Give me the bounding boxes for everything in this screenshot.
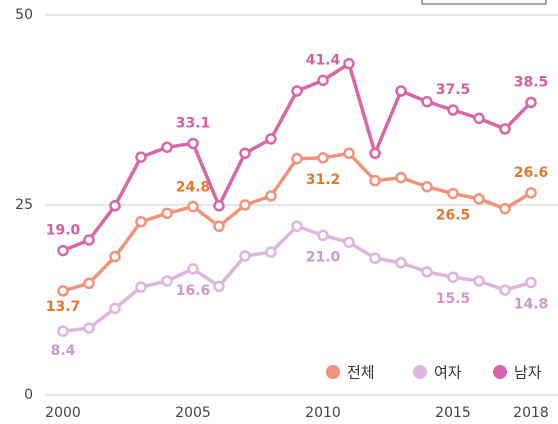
point — [499, 203, 511, 215]
value-label: 26.5 — [436, 208, 471, 224]
point — [473, 112, 485, 125]
point — [369, 147, 381, 160]
point — [421, 181, 433, 193]
value-label: 24.8 — [176, 180, 211, 196]
value-label: 38.5 — [514, 74, 549, 90]
legend-swatch — [413, 365, 427, 379]
point — [291, 220, 303, 233]
value-label: 31.2 — [306, 172, 341, 188]
point — [161, 141, 173, 153]
point — [239, 199, 251, 211]
y-tick-label: 25 — [15, 197, 33, 213]
y-tick-label: 0 — [24, 387, 33, 403]
x-tick-label: 2018 — [513, 405, 549, 421]
point — [57, 325, 69, 337]
point — [447, 104, 459, 116]
point — [109, 250, 121, 263]
x-tick-label: 2010 — [305, 405, 341, 421]
point — [395, 257, 407, 269]
value-label: 41.4 — [306, 52, 341, 68]
value-label: 33.1 — [176, 115, 211, 131]
value-label: 16.6 — [176, 283, 211, 299]
point — [447, 271, 459, 283]
point — [239, 250, 251, 262]
y-tick-label: 50 — [15, 7, 33, 23]
legend-swatch — [326, 365, 340, 379]
legend-label: 전체 — [347, 364, 375, 382]
point — [265, 133, 277, 145]
point — [135, 151, 147, 163]
point — [369, 252, 381, 264]
point — [395, 171, 407, 184]
legend-swatch — [493, 365, 507, 379]
point — [473, 275, 485, 287]
point — [187, 137, 199, 150]
point — [213, 220, 225, 233]
value-label: 19.0 — [46, 223, 81, 239]
legend-label: 여자 — [434, 364, 462, 382]
value-label: 26.6 — [514, 165, 549, 181]
point — [187, 200, 199, 213]
point — [317, 229, 329, 242]
point — [239, 147, 251, 160]
x-tick-label: 2015 — [435, 405, 471, 421]
point — [499, 284, 511, 296]
value-label: 13.7 — [46, 299, 81, 315]
point — [343, 236, 355, 248]
point — [83, 234, 95, 246]
x-tick-label: 2000 — [45, 405, 81, 421]
point — [57, 244, 69, 257]
legend-label: 남자 — [514, 364, 542, 382]
frame-edge — [421, 0, 547, 5]
value-label: 15.5 — [436, 291, 471, 307]
point — [161, 207, 173, 220]
series-line — [62, 224, 532, 333]
point — [83, 322, 95, 334]
point — [421, 266, 433, 278]
point — [317, 74, 329, 87]
point — [109, 302, 121, 315]
point — [421, 95, 433, 108]
point — [525, 276, 537, 289]
value-label: 37.5 — [436, 82, 471, 98]
point — [57, 285, 69, 297]
point — [265, 246, 277, 258]
point — [83, 277, 95, 290]
point — [187, 263, 199, 275]
point — [473, 193, 485, 205]
value-label: 8.4 — [51, 343, 76, 359]
point — [447, 187, 459, 200]
point — [291, 85, 303, 97]
point — [499, 123, 511, 135]
point — [369, 174, 381, 187]
x-tick-label: 2005 — [175, 405, 211, 421]
point — [395, 85, 407, 97]
value-label: 21.0 — [306, 249, 341, 265]
value-label: 14.8 — [514, 297, 549, 313]
point — [213, 280, 225, 293]
point — [343, 147, 355, 160]
point — [317, 152, 329, 164]
point — [109, 200, 121, 212]
point — [135, 281, 147, 293]
point — [161, 275, 173, 287]
point — [291, 152, 303, 165]
point — [525, 96, 537, 109]
point — [213, 200, 225, 212]
point — [343, 57, 355, 70]
point — [135, 215, 147, 228]
point — [265, 190, 277, 202]
point — [525, 187, 537, 199]
